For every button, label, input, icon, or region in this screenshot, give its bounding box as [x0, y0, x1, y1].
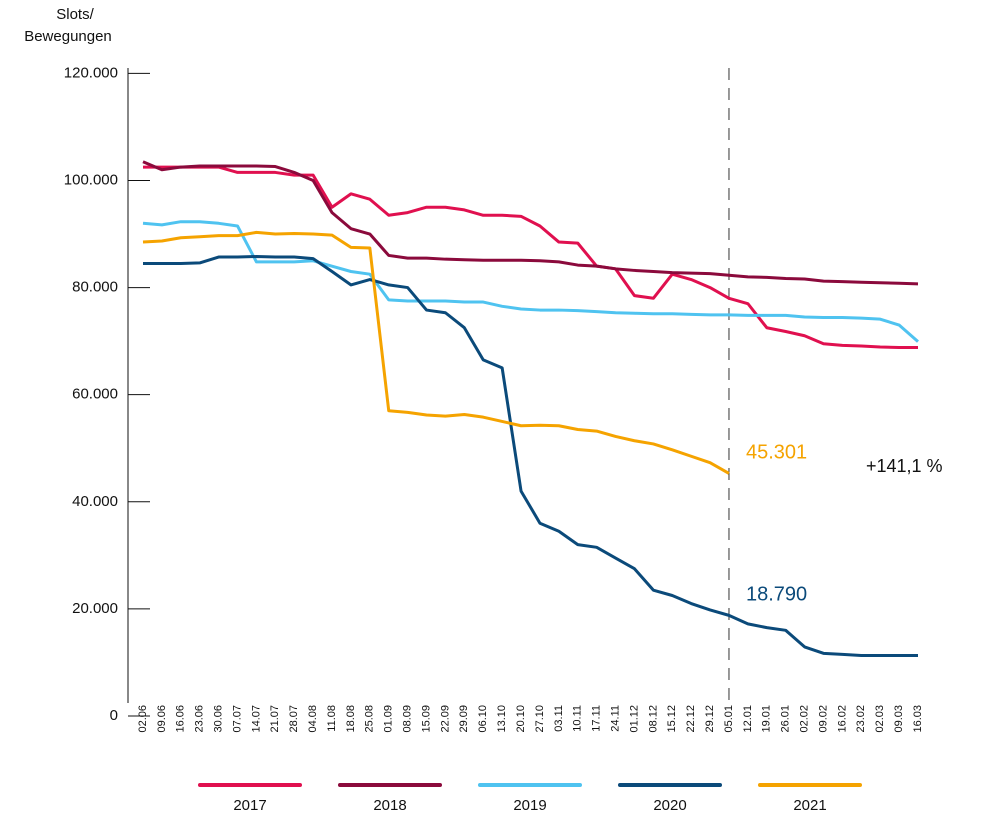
x-tick-label: 15.09: [420, 705, 432, 733]
x-tick-label: 09.02: [817, 705, 829, 733]
x-tick-label: 10.11: [572, 705, 584, 732]
x-tick-label: 04.08: [307, 705, 319, 733]
x-tick-label: 11.08: [326, 705, 338, 732]
x-tick-label: 09.06: [156, 705, 168, 733]
y-tick-label: 60.000: [72, 386, 118, 403]
y-tick-label: 120.000: [64, 64, 118, 81]
x-tick-label: 18.08: [345, 705, 357, 733]
y-tick-label: 20.000: [72, 600, 118, 617]
x-tick-label: 02.02: [798, 705, 810, 733]
legend-label: 2018: [373, 797, 406, 814]
y-tick-label: 100.000: [64, 171, 118, 188]
x-tick-label: 01.12: [628, 705, 640, 733]
legend-label: 2019: [513, 797, 546, 814]
x-tick-label: 25.08: [364, 705, 376, 733]
annotation: +141,1 %: [866, 456, 943, 476]
x-tick-label: 14.07: [250, 705, 262, 733]
series-line: [142, 220, 919, 343]
x-tick-label: 26.01: [780, 705, 792, 733]
y-axis-label: Bewegungen: [24, 28, 112, 45]
x-tick-label: 13.10: [496, 705, 508, 733]
x-tick-label: 16.03: [912, 705, 924, 733]
x-tick-label: 29.09: [458, 705, 470, 733]
y-tick-label: 0: [110, 707, 118, 724]
x-tick-label: 02.06: [137, 705, 149, 733]
x-tick-label: 16.02: [836, 705, 848, 733]
x-tick-label: 01.09: [383, 705, 395, 733]
x-tick-label: 23.06: [194, 705, 206, 733]
x-tick-label: 28.07: [288, 705, 300, 733]
data-label: 45.301: [746, 442, 807, 464]
x-tick-label: 27.10: [534, 705, 546, 733]
y-axis-label: Slots/: [56, 6, 94, 23]
x-tick-label: 09.03: [893, 705, 905, 733]
legend-label: 2020: [653, 797, 686, 814]
x-tick-label: 21.07: [269, 705, 281, 733]
y-tick-label: 80.000: [72, 279, 118, 296]
x-tick-label: 02.03: [874, 705, 886, 733]
x-tick-label: 24.11: [609, 705, 621, 732]
data-label: 18.790: [746, 584, 807, 606]
x-tick-label: 08.12: [647, 705, 659, 733]
x-tick-label: 15.12: [666, 705, 678, 733]
x-tick-label: 29.12: [704, 705, 716, 733]
legend-label: 2017: [233, 797, 266, 814]
x-tick-label: 17.11: [591, 705, 603, 732]
legend-label: 2021: [793, 797, 826, 814]
x-tick-label: 30.06: [213, 705, 225, 733]
x-tick-label: 16.06: [175, 705, 187, 733]
series-line: [143, 165, 918, 350]
x-tick-label: 19.01: [761, 705, 773, 733]
series-line: [142, 230, 730, 475]
x-tick-label: 12.01: [742, 705, 754, 733]
x-tick-label: 20.10: [515, 705, 527, 733]
x-tick-label: 23.02: [855, 705, 867, 733]
x-tick-label: 06.10: [477, 705, 489, 733]
x-tick-label: 22.12: [685, 705, 697, 733]
x-tick-label: 03.11: [553, 705, 565, 732]
series-line: [142, 160, 919, 286]
x-tick-label: 07.07: [231, 705, 243, 733]
series-line: [143, 255, 918, 657]
x-tick-label: 05.01: [723, 705, 735, 733]
y-tick-label: 40.000: [72, 493, 118, 510]
x-tick-label: 08.09: [402, 705, 414, 733]
x-tick-label: 22.09: [439, 705, 451, 733]
